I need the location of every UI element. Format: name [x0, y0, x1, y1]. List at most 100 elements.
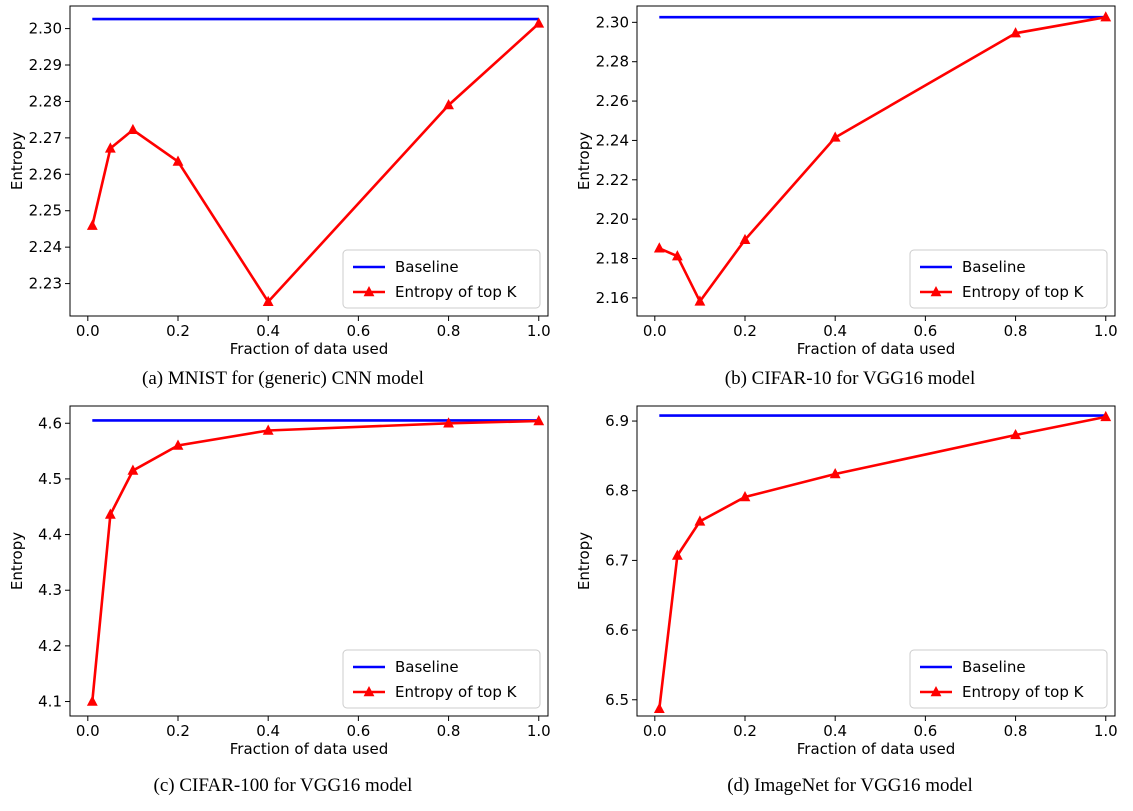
panel-c: 0.0 0.2 0.4 0.6 0.8 1.0 4.1 4.2 4.3 4.4 4.5 4.6 Frac… [0, 400, 566, 805]
chart-b: 0.0 0.2 0.4 0.6 0.8 1.0 2.16 2.18 2.20 2.22 2.24 2.… [575, 5, 1118, 358]
legend-label: Baseline [962, 258, 1026, 276]
y-tick-label: 2.27 [29, 129, 62, 147]
chart-d: 0.0 0.2 0.4 0.6 0.8 1.0 6.5 6.6 6.7 6.8 6.9 Fractio… [575, 405, 1118, 758]
x-tick-label: 0.4 [823, 322, 847, 340]
data-point-marker [172, 439, 184, 450]
x-tick-label: 0.0 [643, 322, 667, 340]
plot-frame [69, 5, 549, 317]
plot-frame [69, 405, 549, 717]
data-point-marker [653, 702, 665, 714]
y-tick-label: 2.24 [596, 131, 629, 149]
y-tick-label: 2.24 [29, 238, 62, 256]
x-tick-label: 0.8 [437, 722, 461, 740]
legend-label: Baseline [395, 658, 459, 676]
x-tick-label: 1.0 [1094, 722, 1118, 740]
data-point-marker [127, 464, 139, 475]
x-tick-label: 0.6 [913, 722, 937, 740]
legend-marker [930, 686, 942, 697]
data-point-marker [1010, 27, 1021, 38]
caption-c: (c) CIFAR-100 for VGG16 model [153, 775, 413, 796]
legend-marker [363, 686, 375, 697]
data-point-marker [104, 508, 116, 519]
data-point-marker [671, 250, 683, 261]
y-axis-label: Entropy [575, 132, 593, 190]
x-tick-label: 0.4 [256, 322, 280, 340]
data-point-marker [443, 99, 454, 110]
x-axis-label: Fraction of data used [230, 340, 389, 358]
legend-box [342, 249, 541, 309]
data-point-marker [1010, 428, 1021, 440]
y-tick-label: 2.22 [596, 171, 629, 189]
x-tick-label: 0.4 [256, 722, 280, 740]
data-point-marker [653, 242, 665, 253]
y-tick-label: 2.30 [29, 20, 62, 38]
data-point-marker [172, 155, 184, 166]
x-tick-label: 0.2 [733, 722, 757, 740]
data-point-marker [533, 17, 545, 28]
data-point-marker [1100, 11, 1112, 22]
data-point-marker [127, 123, 139, 135]
x-tick-label: 0.2 [166, 322, 190, 340]
legend-label: Entropy of top K [962, 283, 1085, 301]
data-point-marker [86, 695, 98, 706]
x-tick-label: 0.8 [1004, 722, 1028, 740]
legend-label: Entropy of top K [395, 283, 518, 301]
data-point-marker [694, 295, 706, 306]
x-tick-label: 1.0 [527, 722, 551, 740]
y-axis-label: Entropy [575, 532, 593, 590]
caption-b: (b) CIFAR-10 for VGG16 model [724, 368, 976, 389]
x-tick-label: 0.4 [823, 722, 847, 740]
data-point-marker [1100, 410, 1112, 422]
x-tick-label: 1.0 [527, 322, 551, 340]
data-point-marker [262, 295, 274, 306]
x-tick-label: 0.0 [76, 322, 100, 340]
y-axis-label: Entropy [8, 532, 26, 590]
legend-box [909, 249, 1108, 309]
plot-frame [636, 5, 1116, 317]
caption-a: (a) MNIST for (generic) CNN model [142, 368, 424, 389]
x-axis-label: Fraction of data used [230, 740, 389, 758]
legend-label: Baseline [962, 658, 1026, 676]
y-tick-label: 2.26 [596, 92, 629, 110]
y-tick-label: 4.5 [38, 470, 62, 488]
x-tick-label: 0.2 [166, 722, 190, 740]
y-tick-label: 2.18 [596, 250, 629, 268]
x-tick-label: 0.0 [643, 722, 667, 740]
y-tick-label: 2.26 [29, 165, 62, 183]
y-tick-label: 2.29 [29, 56, 62, 74]
y-tick-label: 2.28 [596, 53, 629, 71]
y-tick-label: 2.23 [29, 275, 62, 293]
data-point-marker [671, 549, 683, 560]
data-point-marker [694, 515, 706, 526]
data-point-marker [739, 233, 751, 245]
x-tick-label: 0.6 [913, 322, 937, 340]
x-tick-label: 0.8 [1004, 322, 1028, 340]
legend-label: Entropy of top K [962, 683, 1085, 701]
x-tick-label: 0.6 [346, 722, 370, 740]
data-point-marker [829, 131, 841, 142]
chart-c: 0.0 0.2 0.4 0.6 0.8 1.0 4.1 4.2 4.3 4.4 4.5 4.6 Frac… [8, 405, 551, 758]
data-point-marker [104, 142, 116, 153]
y-tick-label: 6.6 [605, 621, 629, 639]
plot-frame [636, 405, 1116, 717]
y-tick-label: 6.7 [605, 551, 629, 569]
y-tick-label: 4.2 [38, 637, 62, 655]
caption-d: (d) ImageNet for VGG16 model [727, 775, 973, 796]
y-tick-label: 4.6 [38, 414, 62, 432]
x-axis-label: Fraction of data used [797, 340, 956, 358]
y-tick-label: 4.3 [38, 581, 62, 599]
legend-marker [363, 286, 375, 297]
y-tick-label: 6.9 [605, 412, 629, 430]
x-tick-label: 0.2 [733, 322, 757, 340]
panel-a: 0.0 0.2 0.4 0.6 0.8 1.0 2.23 2.24 2.25 2.26 2.27 2.… [0, 0, 566, 405]
data-point-marker [829, 468, 841, 479]
x-tick-label: 1.0 [1094, 322, 1118, 340]
data-point-marker [443, 417, 454, 428]
legend-label: Baseline [395, 258, 459, 276]
y-tick-label: 4.1 [38, 693, 62, 711]
x-axis-label: Fraction of data used [797, 740, 956, 758]
legend-marker [930, 286, 942, 297]
y-tick-label: 2.30 [596, 13, 629, 31]
legend-box [342, 649, 541, 709]
panel-b: 0.0 0.2 0.4 0.6 0.8 1.0 2.16 2.18 2.20 2.22 2.24 2.… [567, 0, 1133, 405]
